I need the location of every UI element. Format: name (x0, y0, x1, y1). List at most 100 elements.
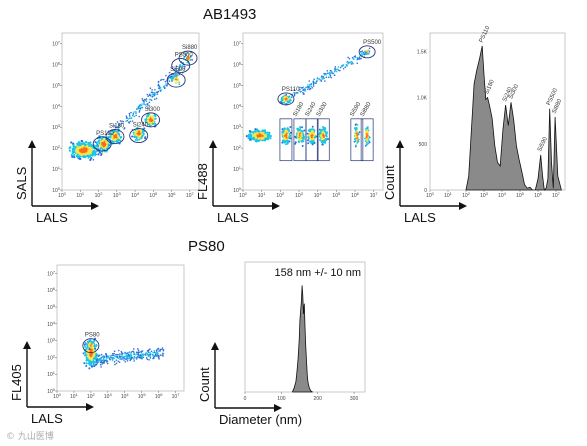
ps80_fl405_lals-cluster (133, 360, 135, 362)
ab_sals_lals-cluster (131, 120, 134, 122)
ab_fl488_lals-cluster (344, 66, 347, 69)
ab_sals_lals-event-dot (164, 80, 167, 83)
ab_sals_lals-event-dot (135, 112, 138, 114)
ps80_fl405_lals-event-dot (118, 361, 121, 364)
ab_fl488_lals-event-dot (365, 143, 368, 146)
ab_fl488_lals-event-dot (302, 136, 305, 139)
ps80_fl405_lals-event-dot (85, 359, 88, 362)
ps80_fl405_lals-event-dot (91, 344, 94, 347)
ps80_fl405_lals-event-dot (146, 353, 148, 356)
ps80_fl405_lals-event-dot (113, 357, 115, 360)
ab_hist_lals-peak-label: Si300 (508, 83, 520, 100)
ab_hist_lals-xtick-label: 105 (516, 191, 525, 199)
ps80_fl405_lals-cluster (133, 348, 135, 350)
ab_sals_lals-event-dot (97, 153, 100, 156)
ps80_fl405_lals-event-dot (161, 347, 164, 349)
ps80_fl405_lals-cluster (157, 348, 159, 350)
ps80_fl405_lals-event-dot (85, 362, 88, 365)
ab_fl488_lals-ytick: 106 (233, 60, 243, 68)
ps80_fl405_lals-event-dot (106, 361, 108, 363)
ab_fl488_lals-event-dot (264, 131, 267, 135)
ab_fl488_lals-gate-ellipse (277, 92, 295, 106)
ab_fl488_lals-gate-label: PS110 (282, 87, 300, 93)
ab_fl488_lals-event-dot (285, 132, 288, 135)
ps80_fl405_lals-event-dot (87, 350, 90, 353)
ps80_fl405_lals-event-dot (99, 363, 102, 366)
ab_fl488_lals-cluster (300, 90, 302, 93)
ab_fl488_lals-event-dot (306, 88, 309, 91)
ps80_fl405_lals-cluster (141, 356, 144, 358)
ps80_fl405_lals-ytick-label: 100 (47, 387, 56, 395)
ab_sals_lals-event-dot (141, 103, 143, 105)
ab_fl488_lals-event-dot (326, 70, 329, 72)
ps80_fl405_lals-event-dot (114, 363, 116, 366)
ps80_fl405_lals-ytick: 102 (47, 353, 57, 361)
ps80_fl405_lals-xtick: 100 (53, 391, 62, 400)
ps80_hist_diameter-xtick-label: 0 (244, 396, 247, 402)
ab_fl488_lals-event-dot (348, 57, 351, 60)
ab_sals_lals-ytick-label: 100 (52, 186, 61, 194)
ab_hist_lals-peak-label: Si180 (484, 78, 496, 95)
ab_fl488_lals-cluster (303, 93, 305, 95)
ps80_fl405_lals-event-dot (112, 354, 115, 357)
ps80_fl405_lals-cluster (109, 358, 111, 361)
ps80_fl405_lals-cluster (125, 352, 128, 355)
ab_sals_lals-event-dot (148, 121, 151, 124)
ab_sals_lals-event-dot (152, 116, 155, 119)
ab_sals_lals-event-dot (126, 119, 129, 122)
ps80_hist_diameter-x-arrow-head (274, 404, 282, 412)
ab_fl488_lals-gate-box (305, 118, 319, 162)
ab_sals_lals-event-dot (172, 73, 175, 76)
ab_sals_lals-cluster (97, 148, 100, 150)
ps80_hist_diameter-xtick-label: 100 (277, 396, 286, 402)
ab_fl488_lals-cluster (316, 80, 318, 83)
ps80_fl405_lals-cluster (153, 357, 155, 359)
ps80_fl405_lals-event-dot (153, 349, 156, 352)
ab_fl488_lals-event-dot (254, 139, 257, 143)
ab_sals_lals-event-dot (164, 84, 166, 87)
ps80_fl405_lals-cluster (117, 349, 120, 352)
ab_fl488_lals-event-dot (247, 136, 250, 140)
ab_sals_lals-ylabel: SALS (14, 166, 29, 200)
ps80_fl405_lals-event-dot (87, 344, 90, 347)
ab_sals_lals-event-dot (120, 122, 123, 125)
ps80_hist_diameter-xlabel: Diameter (nm) (219, 412, 302, 427)
ps80_fl405_lals-event-dot (92, 354, 95, 357)
ps80_fl405_lals-event-dot (95, 344, 98, 347)
ab_sals_lals-frame (61, 32, 200, 191)
ab_sals_lals-cluster (145, 100, 148, 103)
ab_fl488_lals-cluster (330, 76, 332, 79)
ab_sals_lals-event-dot (97, 145, 100, 148)
ps80_fl405_lals-cluster (118, 361, 121, 364)
ab_fl488_lals-event-dot (353, 138, 356, 141)
ab_sals_lals-event-dot (104, 146, 107, 149)
ps80_fl405_lals-event-dot (133, 356, 136, 358)
ab_fl488_lals-cluster (350, 61, 353, 63)
ps80_fl405_lals-event-dot (134, 353, 136, 356)
ab_sals_lals-event-dot (179, 64, 182, 67)
ab_sals_lals-event-dot (157, 80, 160, 83)
ab_sals_lals-event-dot (132, 114, 134, 116)
ab_sals_lals-event-dot (116, 134, 119, 137)
ps80_fl405_lals-cluster (113, 361, 116, 363)
ps80_fl405_lals-event-dot (109, 358, 111, 361)
ab_fl488_lals-cluster (346, 61, 349, 63)
ab_fl488_lals-event-dot (297, 140, 300, 143)
ab_fl488_lals-cluster (308, 85, 311, 88)
ab_sals_lals-event-dot (128, 114, 131, 116)
ab_sals_lals-event-dot (72, 144, 75, 147)
ab_fl488_lals-event-dot (250, 136, 253, 139)
ab_fl488_lals-event-dot (334, 66, 337, 68)
ps80_fl405_lals-cluster (130, 352, 132, 355)
ab_sals_lals-event-dot (100, 147, 103, 150)
ab_fl488_lals-event-dot (293, 94, 296, 97)
ps80_fl405_lals-event-dot (88, 358, 91, 361)
ab_sals_lals-cluster (132, 114, 134, 116)
ab_sals_lals-cluster (147, 95, 149, 97)
ab_fl488_lals-event-dot (355, 123, 357, 126)
ab_sals_lals-cluster (162, 86, 165, 88)
ab_sals_lals-event-dot (173, 79, 176, 82)
ps80_fl405_lals-event-dot (92, 357, 95, 360)
ps80_fl405_lals-event-dot (94, 361, 97, 364)
ab_fl488_lals-event-dot (355, 144, 357, 147)
